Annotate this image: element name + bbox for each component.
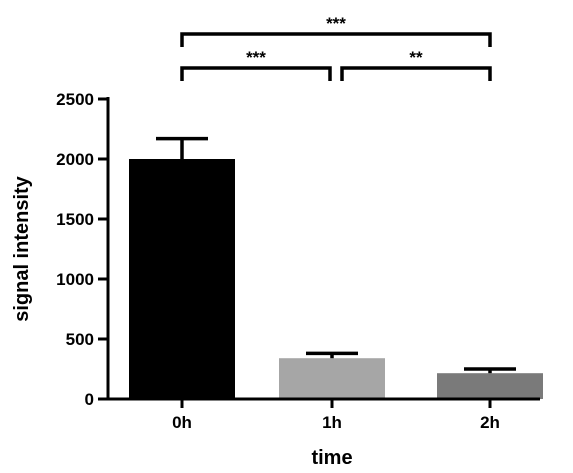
significance-bracket-1 — [180, 66, 332, 81]
y-tick-label-1000: 1000 — [56, 270, 94, 289]
x-tick-label-2h: 2h — [480, 413, 500, 432]
significance-label-2: ** — [409, 48, 423, 67]
y-tick-label-2500: 2500 — [56, 90, 94, 109]
significance-label-0: *** — [326, 14, 346, 33]
y-tick-label-500: 500 — [66, 330, 94, 349]
bar-0h — [129, 159, 235, 399]
x-axis-title: time — [311, 447, 352, 469]
y-tick-label-2000: 2000 — [56, 150, 94, 169]
y-tick-label-0: 0 — [85, 390, 94, 409]
x-tick-label-0h: 0h — [172, 413, 192, 432]
x-tick-label-1h: 1h — [322, 413, 342, 432]
bar-1h — [279, 358, 385, 399]
significance-bracket-2 — [340, 66, 492, 81]
significance-label-1: *** — [246, 48, 266, 67]
significance-bracket-0 — [180, 32, 492, 47]
y-axis-title: signal intensity — [11, 175, 33, 321]
y-tick-label-1500: 1500 — [56, 210, 94, 229]
bar-2h — [437, 373, 543, 399]
